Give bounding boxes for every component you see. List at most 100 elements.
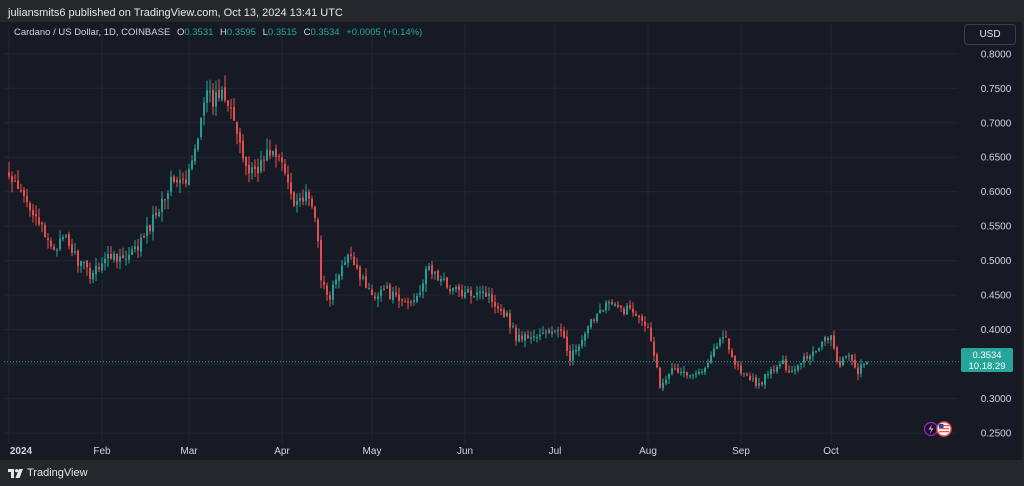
candle-body <box>719 338 721 346</box>
candle-body <box>107 253 109 259</box>
candle-body <box>338 274 340 281</box>
candle-body <box>695 373 697 375</box>
candle-body <box>353 256 355 266</box>
candle-body <box>452 287 454 292</box>
candle-body <box>218 90 220 98</box>
candle-body <box>752 378 754 380</box>
candle-body <box>578 346 580 351</box>
candle-body <box>83 262 85 264</box>
candle-body <box>206 90 208 103</box>
candle-body <box>335 279 337 285</box>
candle-body <box>140 237 142 252</box>
candle-body <box>665 379 667 384</box>
candle-body <box>8 172 10 177</box>
candle-body <box>611 301 613 305</box>
price-tag-countdown: 10:18:29 <box>969 361 1006 372</box>
candle-body <box>425 268 427 285</box>
candle-body <box>590 319 592 328</box>
candle-body <box>575 349 577 352</box>
grid-lines <box>4 24 958 444</box>
candle-body <box>632 308 634 313</box>
candle-body <box>50 240 52 247</box>
candle-body <box>161 198 163 212</box>
candle-body <box>473 296 475 298</box>
candle-body <box>191 160 193 169</box>
candle-body <box>554 330 556 332</box>
candle-body <box>698 371 700 374</box>
candle-body <box>29 202 31 211</box>
candle-body <box>701 371 703 373</box>
candle-body <box>617 304 619 308</box>
candle-body <box>539 334 541 337</box>
candle-body <box>761 382 763 385</box>
x-tick-label: Apr <box>274 446 290 457</box>
candles <box>8 75 868 392</box>
candle-body <box>302 197 304 202</box>
candle-body <box>629 305 631 309</box>
candle-body <box>116 253 118 262</box>
candle-body <box>482 291 484 293</box>
candle-body <box>125 258 127 260</box>
low-value: 0.3515 <box>267 27 297 38</box>
lightning-icon[interactable] <box>923 421 939 437</box>
candle-body <box>212 90 214 107</box>
event-icons[interactable] <box>923 421 952 437</box>
candle-body <box>296 201 298 205</box>
candle-body <box>785 359 787 371</box>
publish-header: juliansmits6 published on TradingView.co… <box>8 7 343 19</box>
candle-body <box>272 150 274 155</box>
y-tick-label: 0.6000 <box>981 187 1012 198</box>
candle-body <box>110 253 112 259</box>
candle-body <box>359 266 361 280</box>
candle-body <box>35 214 37 217</box>
candle-body <box>341 266 343 277</box>
candle-body <box>671 368 673 374</box>
us-flag-icon[interactable] <box>936 421 952 437</box>
candle-body <box>170 176 172 192</box>
candle-body <box>818 348 820 351</box>
candle-body <box>722 337 724 339</box>
candle-body <box>245 156 247 166</box>
candle-body <box>167 193 169 200</box>
candle-body <box>686 372 688 376</box>
candle-body <box>545 331 547 333</box>
candle-body <box>809 355 811 360</box>
currency-button[interactable]: USD <box>964 24 1016 45</box>
candle-body <box>476 292 478 295</box>
candle-body <box>512 326 514 328</box>
candle-body <box>503 309 505 318</box>
y-tick-label: 0.7500 <box>981 84 1012 95</box>
candle-body <box>635 313 637 316</box>
candle-body <box>614 303 616 306</box>
candle-body <box>377 296 379 300</box>
candle-body <box>569 350 571 361</box>
candle-body <box>407 301 409 303</box>
candle-body <box>827 337 829 341</box>
open-label: O <box>176 27 185 38</box>
candle-body <box>401 299 403 301</box>
candle-body <box>176 179 178 183</box>
candle-body <box>164 199 166 201</box>
candle-body <box>623 308 625 314</box>
footer-brand[interactable]: TradingView <box>8 466 88 480</box>
candle-body <box>11 176 13 183</box>
candle-body <box>251 167 253 174</box>
candle-body <box>308 192 310 199</box>
candle-body <box>383 288 385 290</box>
candle-body <box>239 132 241 143</box>
candle-body <box>269 150 271 156</box>
candle-body <box>707 362 709 367</box>
candle-body <box>533 336 535 338</box>
candle-body <box>812 351 814 357</box>
candle-body <box>821 341 823 348</box>
candle-body <box>680 372 682 374</box>
candle-body <box>344 262 346 265</box>
candle-body <box>47 238 49 241</box>
chart-panel[interactable] <box>0 22 1022 460</box>
candle-body <box>203 102 205 116</box>
candle-body <box>566 336 568 351</box>
candle-body <box>692 375 694 377</box>
candle-body <box>194 148 196 162</box>
